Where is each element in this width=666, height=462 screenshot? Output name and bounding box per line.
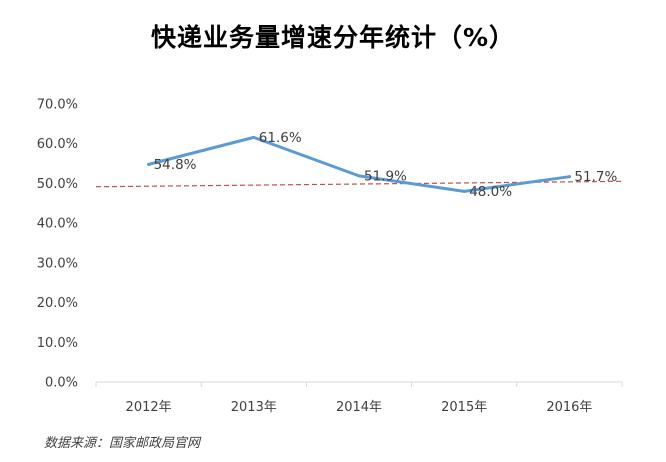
data-label: 48.0%	[469, 184, 512, 200]
y-axis-labels: 0.0% 10.0% 20.0% 30.0% 40.0% 50.0% 60.0% 70.0%	[37, 98, 78, 391]
y-tick-label: 60.0%	[37, 137, 78, 152]
y-tick-label: 10.0%	[37, 336, 78, 351]
data-point	[462, 189, 466, 193]
source-note: 数据来源：国家邮政局官网	[44, 436, 201, 451]
data-point	[567, 175, 571, 179]
series-layer	[95, 135, 623, 193]
x-tick-label: 2013年	[231, 400, 277, 415]
y-tick-label: 0.0%	[45, 376, 78, 391]
trend-line	[95, 180, 623, 188]
x-tick-label: 2016年	[546, 400, 592, 415]
x-tick-label: 2014年	[336, 400, 382, 415]
x-axis-ticks	[95, 382, 623, 387]
y-tick-label: 40.0%	[37, 217, 78, 232]
data-point	[357, 174, 361, 178]
data-label: 61.6%	[259, 130, 302, 146]
y-tick-label: 30.0%	[37, 256, 78, 271]
data-labels: 54.8% 61.6% 51.9% 48.0% 51.7%	[154, 130, 618, 200]
x-tick-label: 2015年	[441, 400, 487, 415]
data-label: 51.9%	[364, 168, 407, 184]
x-tick-label: 2012年	[126, 400, 172, 415]
data-label: 54.8%	[154, 157, 197, 173]
data-point	[252, 135, 256, 139]
y-tick-label: 70.0%	[37, 98, 78, 113]
data-point	[147, 162, 151, 166]
y-tick-label: 50.0%	[37, 177, 78, 192]
y-tick-label: 20.0%	[37, 296, 78, 311]
chart-title: 快递业务量增速分年统计（%）	[150, 23, 516, 52]
x-axis-labels: 2012年 2013年 2014年 2015年 2016年	[126, 400, 593, 415]
data-label: 51.7%	[574, 169, 617, 185]
